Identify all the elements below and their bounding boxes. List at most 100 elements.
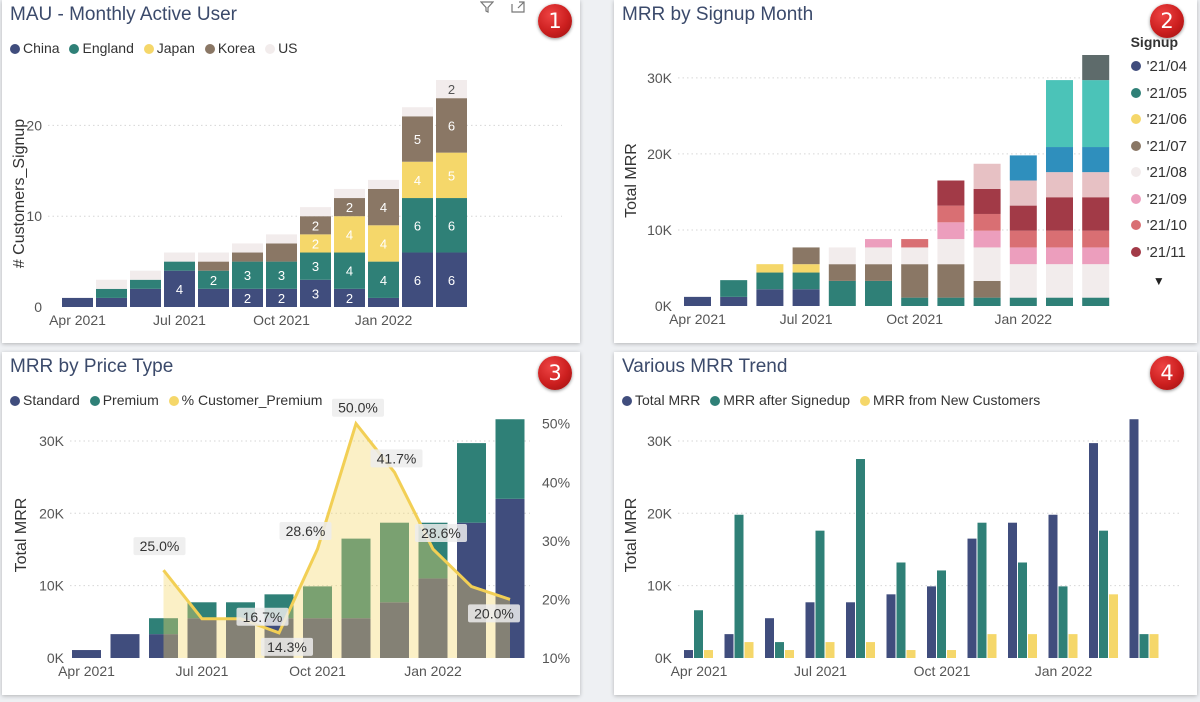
legend-item-korea[interactable]: Korea	[204, 40, 255, 56]
bar-segment	[1082, 230, 1110, 248]
bar-segment	[901, 239, 929, 248]
x-tick-label: Oct 2021	[914, 663, 971, 679]
mau-chart: 0 10 20 Apr 2021 Jul 2021 Oct 2021 Jan 2022 # C…	[11, 80, 562, 328]
y2-tick-label: 30%	[542, 533, 570, 549]
y-tick-label: 20K	[39, 505, 65, 521]
legend-item-total[interactable]: Total MRR	[622, 392, 700, 408]
bar-segment	[937, 180, 965, 206]
bar-segment	[341, 538, 371, 619]
chart-title: MAU - Monthly Active User	[10, 4, 237, 25]
bar-segment	[828, 280, 856, 306]
data-label: 2	[312, 236, 319, 251]
bar-segment	[402, 198, 433, 253]
bar-segment	[164, 270, 195, 307]
legend-dot	[710, 396, 721, 406]
legend-item[interactable]: '21/05	[1130, 85, 1187, 112]
data-label: 2	[244, 291, 251, 306]
bar	[1149, 634, 1159, 658]
bar	[866, 642, 875, 658]
bar	[1129, 419, 1139, 658]
bar	[1048, 514, 1058, 658]
bar-segment	[792, 264, 820, 273]
bar-segment	[1046, 230, 1073, 248]
bar-segment	[1009, 155, 1037, 181]
legend-label: Japan	[156, 40, 195, 56]
legend-item[interactable]: '21/07	[1130, 137, 1187, 165]
bar-segment	[1082, 247, 1110, 265]
legend-item-new-customers[interactable]: MRR from New Customers	[859, 392, 1040, 408]
legend-item[interactable]: '21/09	[1130, 191, 1187, 218]
number-badge: 2	[1150, 4, 1184, 38]
bar-segment	[865, 247, 892, 265]
bar-segment	[341, 618, 371, 658]
bar-segment	[368, 297, 399, 307]
legend-dot	[168, 396, 179, 406]
bar	[775, 642, 784, 658]
panel-mrr-price: MRR by Price Type Standard Premium % Cus…	[2, 352, 580, 695]
filter-icon[interactable]	[479, 0, 495, 17]
data-label: 4	[176, 282, 183, 297]
bar	[785, 650, 794, 658]
bar	[896, 562, 906, 658]
point-label: 25.0%	[140, 538, 180, 554]
bar-segment	[1009, 247, 1037, 265]
bar-segment	[187, 618, 217, 658]
legend-dot	[265, 44, 276, 54]
bar-segment	[1009, 205, 1037, 231]
legend-label: % Customer_Premium	[181, 392, 323, 408]
y-tick-label: 30K	[647, 433, 673, 449]
bar-segment	[973, 163, 1001, 189]
legend-item[interactable]: '21/04	[1130, 58, 1187, 85]
legend-item[interactable]: '21/08	[1130, 164, 1187, 191]
mrr-price-chart: 0K 10K 20K 30K Apr 2021 Jul 2021 Oct 2021 Jan 2…	[13, 398, 570, 679]
legend-item-us[interactable]: US	[265, 40, 298, 56]
legend-item-pct-premium[interactable]: % Customer_Premium	[168, 392, 323, 408]
signup-legend: Signup '21/04 '21/05 '21/06 '21/07 '21/0…	[1130, 34, 1187, 288]
bar-segment	[1082, 264, 1110, 298]
legend-item[interactable]: '21/11	[1130, 244, 1187, 271]
bar-segment	[901, 297, 929, 306]
bar-segment	[1009, 180, 1037, 206]
legend-item[interactable]: '21/10	[1130, 217, 1187, 244]
legend-dot	[622, 396, 632, 406]
bar	[856, 459, 865, 658]
x-tick-label: Jul 2021	[794, 663, 847, 679]
bar-segment	[300, 279, 331, 307]
bar-segment	[266, 234, 297, 244]
point-label-bg	[261, 637, 313, 656]
bar-segment	[436, 252, 467, 307]
legend-item-china[interactable]: China	[10, 40, 60, 56]
legend-scroll-down-icon[interactable]: ▼	[1152, 274, 1165, 288]
bar-segment	[937, 222, 965, 240]
legend-item[interactable]: '21/06	[1130, 111, 1187, 138]
legend-label: China	[23, 40, 60, 56]
bar-segment	[402, 116, 433, 162]
bar	[815, 530, 825, 658]
bar-segment	[303, 586, 332, 619]
legend-label: '21/07	[1146, 137, 1187, 155]
x-tick-label: Apr 2021	[671, 663, 728, 679]
focus-mode-icon[interactable]	[510, 0, 526, 17]
bar-segment	[130, 288, 161, 307]
bar-segment	[1082, 80, 1110, 148]
chart-title: MRR by Signup Month	[622, 4, 814, 25]
legend-item-japan[interactable]: Japan	[143, 40, 195, 56]
bar-segment	[402, 161, 433, 199]
x-tick-label: Apr 2021	[58, 663, 115, 679]
x-tick-label: Apr 2021	[49, 312, 106, 328]
bar-segment	[436, 152, 467, 199]
legend-dot	[10, 396, 20, 406]
legend-item-premium[interactable]: Premium	[89, 392, 159, 408]
legend-item-after-signedup[interactable]: MRR after Signedup	[710, 392, 850, 408]
legend-item-standard[interactable]: Standard	[10, 392, 80, 408]
bar-segment	[436, 98, 467, 153]
bar-segment	[1009, 230, 1037, 248]
bar-segment	[198, 252, 229, 262]
bar-segment	[1046, 80, 1073, 148]
y-tick-label: 10K	[39, 578, 65, 594]
bar	[886, 594, 896, 658]
y-tick-label: 30K	[647, 70, 673, 86]
legend-item-england[interactable]: England	[69, 40, 134, 56]
bar	[684, 650, 693, 658]
y2-tick-label: 20%	[542, 591, 570, 607]
